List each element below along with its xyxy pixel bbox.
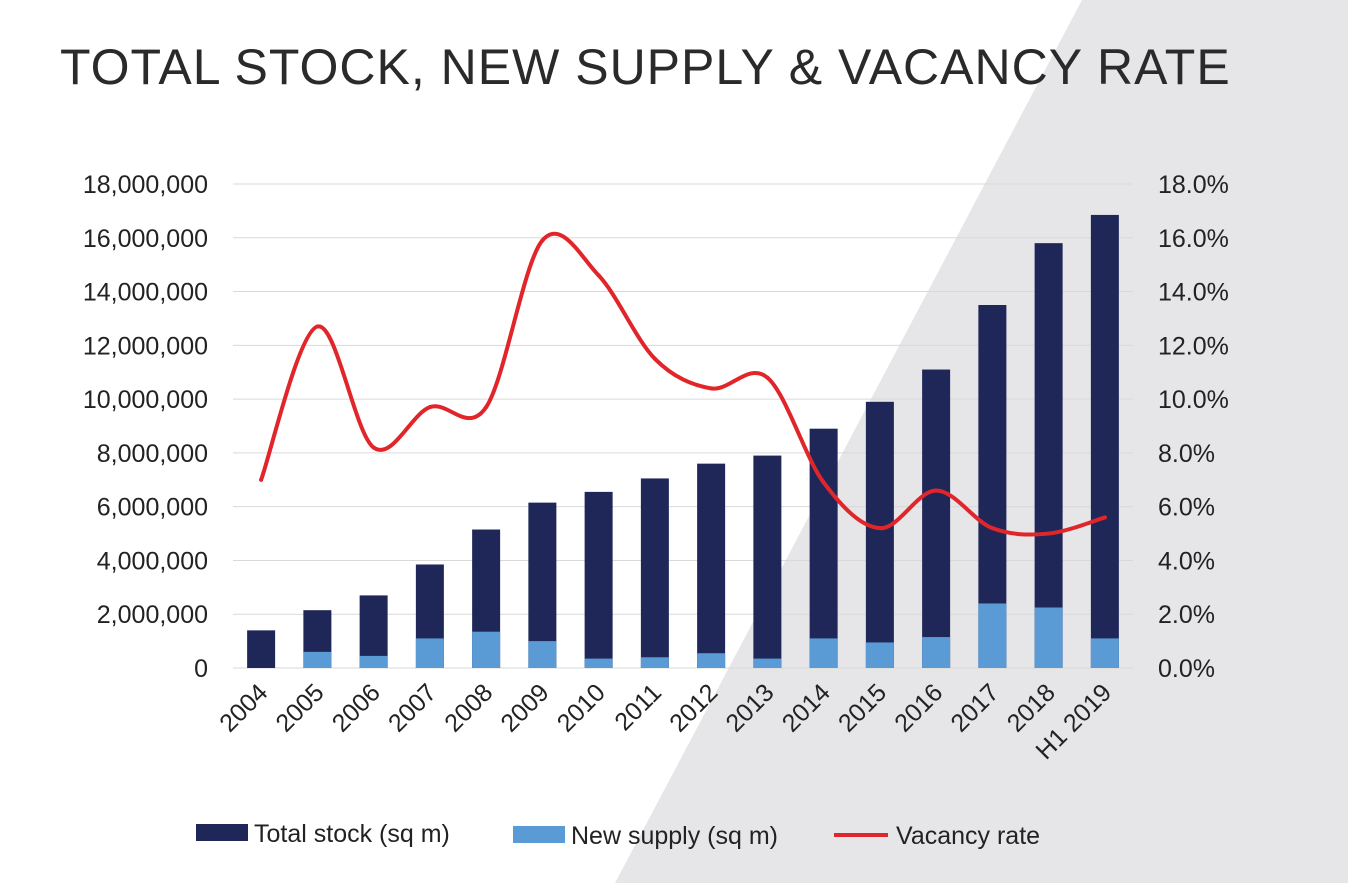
right-axis-tick-label: 8.0% <box>1158 440 1215 468</box>
right-axis-tick-label: 10.0% <box>1158 386 1229 414</box>
point-vacancy-rate-2006 <box>371 445 376 450</box>
left-axis-tick-label: 18,000,000 <box>83 171 208 199</box>
x-axis-tick-label: 2004 <box>214 678 273 737</box>
bar-new-supply-sq-m-2009 <box>528 641 557 668</box>
bar-new-supply-sq-m-2017 <box>978 603 1007 668</box>
left-axis-tick-label: 4,000,000 <box>97 547 208 575</box>
bar-total-stock-sq-m-2004 <box>247 630 276 668</box>
bar-new-supply-sq-m-2008 <box>472 631 501 668</box>
legend-label-total-stock: Total stock (sq m) <box>254 820 450 848</box>
bar-new-supply-sq-m-2012 <box>697 653 726 668</box>
bar-new-supply-sq-m-2013 <box>753 658 782 668</box>
bar-new-supply-sq-m-2007 <box>415 638 444 668</box>
bar-total-stock-sq-m-2009 <box>528 502 557 668</box>
point-vacancy-rate-2004 <box>259 477 264 482</box>
bar-new-supply-sq-m-2018 <box>1034 607 1063 668</box>
point-vacancy-rate-2009 <box>540 238 545 243</box>
left-axis-tick-label: 8,000,000 <box>97 440 208 468</box>
x-axis-tick-label: 2010 <box>552 678 611 737</box>
point-vacancy-rate-2011 <box>652 356 657 361</box>
right-axis-tick-label: 0.0% <box>1158 655 1215 683</box>
point-vacancy-rate-2005 <box>315 324 320 329</box>
point-vacancy-rate-2014 <box>821 480 826 485</box>
x-axis-tick-label: 2007 <box>383 678 442 737</box>
bar-new-supply-sq-m-2010 <box>584 658 613 668</box>
point-vacancy-rate-2016 <box>934 488 939 493</box>
bar-total-stock-sq-m-2018 <box>1034 243 1063 668</box>
legend-label-new-supply: New supply (sq m) <box>571 822 778 850</box>
left-axis-tick-label: 12,000,000 <box>83 332 208 360</box>
legend-label-vacancy-rate: Vacancy rate <box>896 822 1040 850</box>
x-axis-tick-label: 2006 <box>327 678 386 737</box>
x-axis-tick-label: 2008 <box>439 678 498 737</box>
point-vacancy-rate-h1-2019 <box>1102 515 1107 520</box>
right-axis-tick-label: 12.0% <box>1158 332 1229 360</box>
left-axis-tick-label: 0 <box>194 655 208 683</box>
x-axis-tick-label: 2009 <box>495 678 554 737</box>
right-axis-tick-label: 16.0% <box>1158 225 1229 253</box>
bar-new-supply-sq-m-2014 <box>809 638 838 668</box>
left-axis-tick-label: 16,000,000 <box>83 225 208 253</box>
point-vacancy-rate-2013 <box>765 375 770 380</box>
left-axis-tick-label: 6,000,000 <box>97 494 208 522</box>
right-axis-tick-label: 2.0% <box>1158 601 1215 629</box>
point-vacancy-rate-2018 <box>1046 531 1051 536</box>
point-vacancy-rate-2015 <box>877 526 882 531</box>
bar-total-stock-sq-m-2012 <box>697 463 726 668</box>
left-axis-tick-label: 10,000,000 <box>83 386 208 414</box>
point-vacancy-rate-2008 <box>484 405 489 410</box>
chart-legend: Total stock (sq m) New supply (sq m) Vac… <box>196 820 1040 850</box>
right-axis-tick-label: 4.0% <box>1158 547 1215 575</box>
right-axis-tick-label: 14.0% <box>1158 279 1229 307</box>
bar-series <box>247 214 1119 668</box>
bar-total-stock-sq-m-2011 <box>640 478 669 668</box>
left-axis-tick-label: 2,000,000 <box>97 601 208 629</box>
right-axis-tick-labels: 0.0% 2.0% 4.0% 6.0% 8.0% 10.0% 12.0% 14.0% 16.0%… <box>1158 171 1229 683</box>
bar-new-supply-sq-m-2016 <box>922 637 951 668</box>
x-axis-tick-label: 2011 <box>609 678 667 736</box>
right-axis-tick-label: 6.0% <box>1158 494 1215 522</box>
left-axis-tick-labels: 0 2,000,000 4,000,000 6,000,000 8,000,000 10,… <box>83 171 208 683</box>
point-vacancy-rate-2010 <box>596 273 601 278</box>
bar-total-stock-sq-m-h1-2019 <box>1090 214 1119 668</box>
legend-swatch-total-stock <box>196 824 248 841</box>
bar-total-stock-sq-m-2015 <box>865 401 894 668</box>
bar-total-stock-sq-m-2013 <box>753 455 782 668</box>
line-series <box>259 231 1107 537</box>
bar-new-supply-sq-m-2005 <box>303 651 332 668</box>
left-axis-tick-label: 14,000,000 <box>83 279 208 307</box>
point-vacancy-rate-2007 <box>427 405 432 410</box>
point-vacancy-rate-2012 <box>709 386 714 391</box>
point-vacancy-rate-2017 <box>990 526 995 531</box>
bar-total-stock-sq-m-2010 <box>584 491 613 668</box>
x-axis-tick-label: 2005 <box>270 678 329 737</box>
right-axis-tick-label: 18.0% <box>1158 171 1229 199</box>
bar-new-supply-sq-m-h1-2019 <box>1090 638 1119 668</box>
bar-new-supply-sq-m-2015 <box>865 642 894 668</box>
bar-new-supply-sq-m-2006 <box>359 655 388 668</box>
chart-title: TOTAL STOCK, NEW SUPPLY & VACANCY RATE <box>60 39 1231 95</box>
legend-swatch-new-supply <box>513 826 565 843</box>
bar-new-supply-sq-m-2011 <box>640 657 669 668</box>
bar-total-stock-sq-m-2016 <box>922 369 951 668</box>
